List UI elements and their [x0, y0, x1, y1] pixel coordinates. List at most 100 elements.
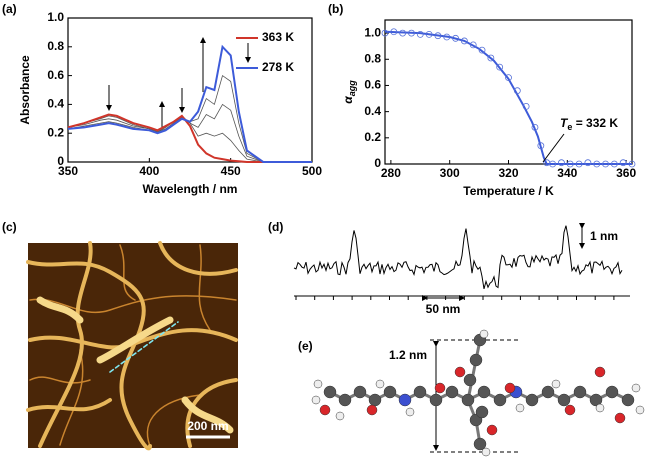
atom [434, 382, 446, 394]
plot-frame [67, 17, 313, 163]
atom [621, 393, 635, 407]
atom [605, 385, 619, 399]
atom [614, 412, 626, 424]
data-point [478, 46, 486, 54]
y-tick-label: 0.6 [364, 78, 381, 92]
afm-image: 200 nm [26, 241, 238, 451]
atom [368, 393, 382, 407]
data-point [416, 31, 424, 38]
data-point [610, 160, 618, 168]
height-profile: 50 nm 1 nm [293, 223, 630, 316]
annotation: Te = 332 K [560, 116, 618, 132]
y-tick-label: 0.2 [364, 130, 381, 144]
atom [594, 366, 606, 378]
y-axis-subscript: agg [347, 80, 357, 97]
atom [635, 405, 645, 415]
x-tick-label: 360 [616, 166, 636, 180]
data-point [537, 142, 545, 150]
atom [429, 393, 443, 407]
data-point [513, 87, 521, 95]
y-axis-symbol: α [341, 96, 355, 104]
atom [493, 393, 507, 407]
annotation-symbol: T [560, 116, 569, 130]
atom [504, 382, 516, 394]
y-tick-label: 0 [57, 154, 64, 168]
x-tick-label: 400 [139, 164, 159, 178]
atom [461, 393, 475, 407]
data-point [549, 160, 557, 168]
atom [525, 393, 539, 407]
scale-label: 1 nm [590, 229, 618, 243]
y-tick-label: 0.4 [47, 97, 64, 111]
y-tick-label: 0 [374, 156, 381, 170]
y-tick-label: 1.0 [364, 25, 381, 39]
atom [319, 404, 331, 416]
molecule: 1.2 nm [311, 329, 645, 457]
data-point [487, 54, 495, 62]
atom [375, 379, 385, 389]
panel-label: (a) [2, 2, 17, 16]
atom [595, 403, 605, 413]
atom [557, 393, 571, 407]
fit-line [384, 30, 632, 165]
annotation-subscript: e [567, 122, 572, 132]
data-point [575, 160, 583, 168]
atom [479, 329, 489, 339]
atom [463, 373, 477, 387]
atom [541, 385, 555, 399]
dimension-label: 1.2 nm [389, 348, 427, 362]
atom [383, 385, 397, 399]
x-tick-label: 500 [302, 164, 322, 178]
data-point [566, 160, 574, 168]
x-tick-label: 340 [557, 166, 577, 180]
data-point [593, 160, 601, 168]
scale-bar-label: 200 nm [187, 419, 228, 433]
data-point [522, 103, 530, 110]
data-point [469, 41, 477, 49]
data-line [67, 74, 312, 163]
panel-label: (c) [2, 220, 17, 234]
atom [564, 404, 576, 416]
atom [335, 411, 345, 421]
atom [486, 424, 498, 436]
data-point [399, 29, 407, 37]
y-axis-label: Absorbance [18, 55, 32, 125]
panel-label: (b) [328, 2, 343, 16]
panel-label: (d) [268, 220, 283, 234]
data-point [531, 123, 539, 131]
atom [413, 385, 427, 399]
atom [323, 385, 337, 399]
atom [481, 447, 491, 457]
atom [515, 403, 525, 413]
legend-label: 278 K [262, 60, 294, 74]
data-line [67, 103, 312, 163]
y-tick-label: 1.0 [47, 10, 64, 24]
y-axis-label: αagg [341, 80, 357, 104]
data-point [505, 74, 512, 81]
y-tick-label: 0.4 [364, 104, 381, 118]
data-point [602, 160, 609, 168]
y-tick-label: 0.6 [47, 68, 64, 82]
x-tick-label: 280 [381, 166, 401, 180]
data-point [381, 29, 389, 37]
y-tick-label: 0.8 [47, 39, 64, 53]
atom [473, 437, 487, 451]
x-tick-label: 450 [221, 164, 241, 178]
plot-frame [384, 19, 633, 165]
atom [475, 405, 489, 419]
data-line [67, 113, 312, 163]
data-point [408, 29, 415, 37]
y-tick-label: 0.8 [364, 51, 381, 65]
data-point [496, 63, 504, 71]
data-point [628, 160, 636, 168]
atom [631, 383, 641, 393]
annotation-text: = 332 K [572, 116, 618, 130]
scale-label: 50 nm [426, 302, 461, 316]
atom [454, 366, 466, 378]
atom [445, 385, 459, 399]
data-point [452, 34, 459, 42]
atom [551, 379, 561, 389]
x-axis-label: Wavelength / nm [143, 182, 238, 196]
change-arrows [106, 37, 251, 128]
